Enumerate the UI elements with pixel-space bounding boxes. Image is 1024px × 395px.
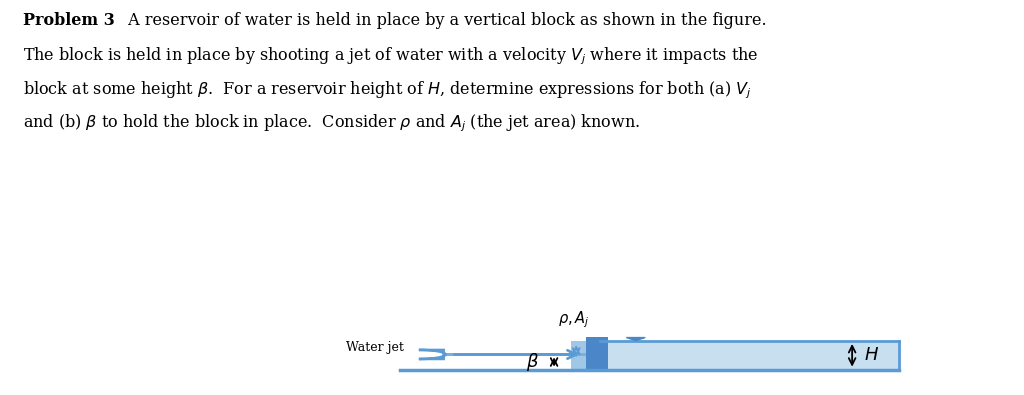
Text: $\beta$: $\beta$ — [525, 351, 539, 373]
Polygon shape — [627, 338, 645, 340]
Text: The block is held in place by shooting a jet of water with a velocity $V_j$ wher: The block is held in place by shooting a… — [23, 45, 758, 67]
Text: Problem 3: Problem 3 — [23, 12, 115, 29]
Text: $H$: $H$ — [864, 346, 880, 364]
FancyBboxPatch shape — [586, 337, 607, 370]
Text: A reservoir of water is held in place by a vertical block as shown in the figure: A reservoir of water is held in place by… — [123, 12, 767, 29]
FancyBboxPatch shape — [600, 341, 899, 370]
Text: $\rho, A_j$: $\rho, A_j$ — [558, 310, 590, 330]
FancyBboxPatch shape — [443, 353, 586, 356]
Text: and (b) $\beta$ to hold the block in place.  Consider $\rho$ and $A_j$ (the jet : and (b) $\beta$ to hold the block in pla… — [23, 113, 640, 134]
FancyBboxPatch shape — [571, 341, 586, 370]
Text: block at some height $\beta$.  For a reservoir height of $H$, determine expressi: block at some height $\beta$. For a rese… — [23, 79, 752, 101]
Text: Water jet: Water jet — [346, 341, 404, 354]
